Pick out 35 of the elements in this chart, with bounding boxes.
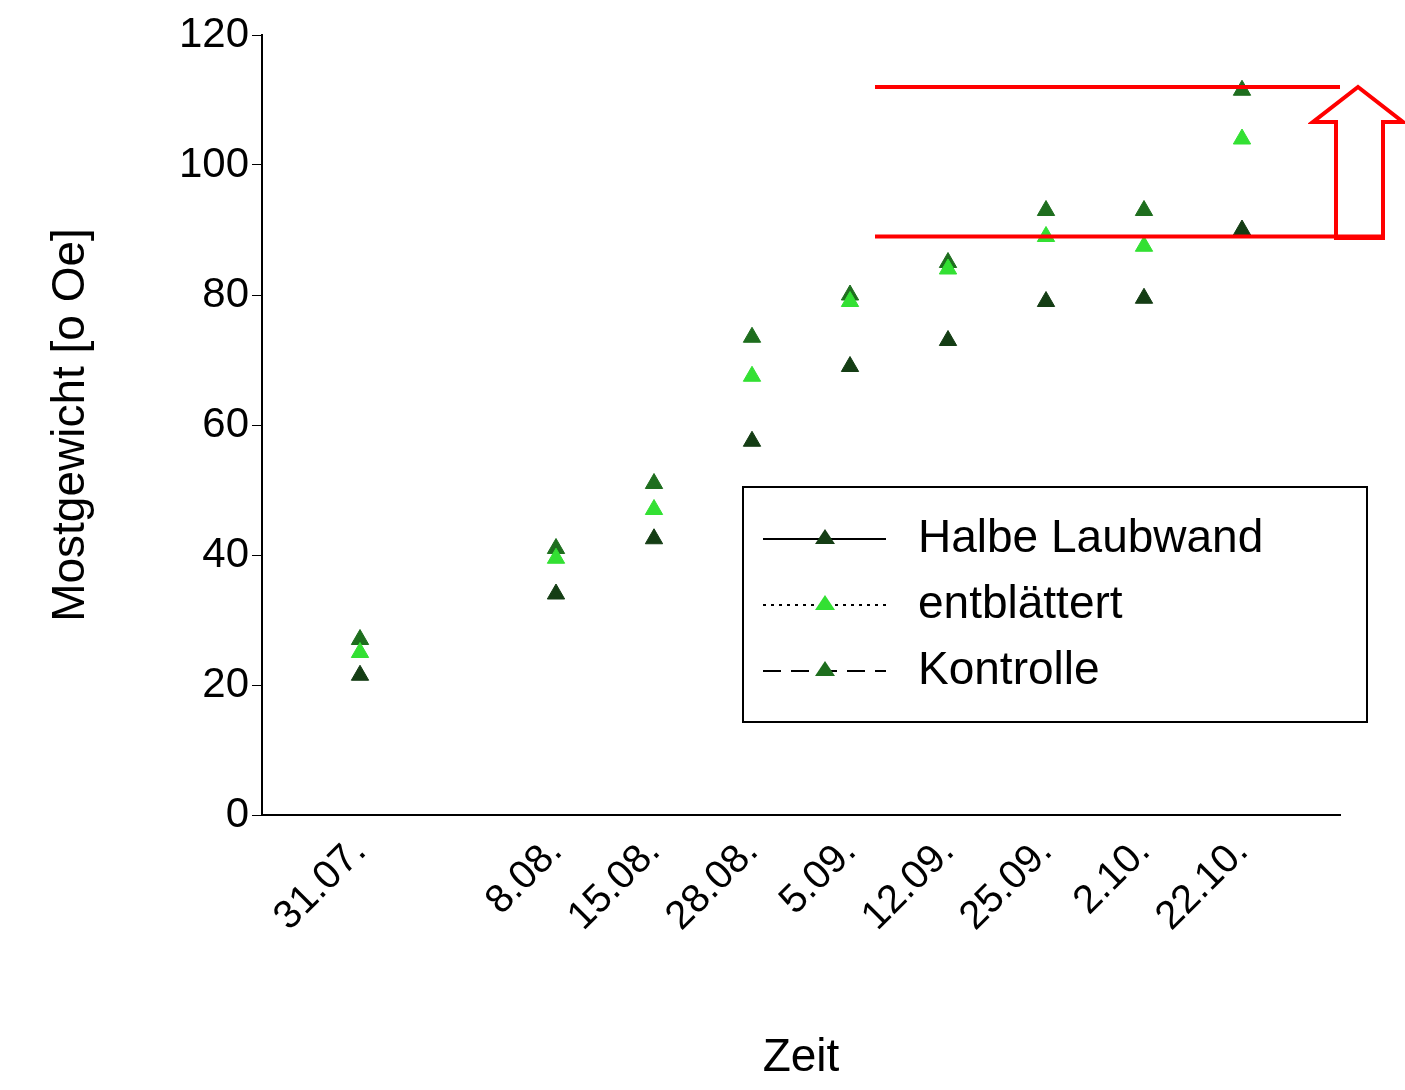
y-tick-label: 80 <box>202 268 249 316</box>
point <box>350 664 370 681</box>
point <box>350 629 370 645</box>
point <box>742 326 762 343</box>
x-axis-title: Zeit <box>762 1029 840 1082</box>
y-tick-label: 20 <box>202 658 249 706</box>
legend-label: Halbe Laubwand <box>918 509 1264 562</box>
x-tick-label: 8.08. <box>475 827 570 922</box>
point <box>840 356 860 372</box>
point <box>1232 219 1252 236</box>
point <box>840 291 860 307</box>
point <box>938 258 958 275</box>
point <box>938 330 958 346</box>
point <box>1134 287 1154 304</box>
point <box>644 499 664 515</box>
point <box>350 642 370 658</box>
point <box>644 473 664 489</box>
legend-label: Kontrolle <box>918 641 1100 694</box>
point <box>1134 200 1154 216</box>
point <box>1036 291 1056 307</box>
y-tick-label: 40 <box>202 528 249 576</box>
y-tick-label: 100 <box>178 138 249 186</box>
point <box>742 430 762 447</box>
y-axis-title: Mostgewicht [o Oe] <box>42 228 95 622</box>
y-tick-label: 60 <box>202 398 249 446</box>
y-tick-label: 120 <box>178 8 249 56</box>
legend-label: entblättert <box>918 575 1123 628</box>
point <box>742 365 762 382</box>
point <box>1036 200 1056 216</box>
point <box>546 583 566 600</box>
point <box>546 547 566 564</box>
x-tick-label: 5.09. <box>769 827 864 922</box>
y-tick-label: 0 <box>225 788 249 836</box>
point <box>644 528 664 545</box>
point <box>1232 128 1252 145</box>
